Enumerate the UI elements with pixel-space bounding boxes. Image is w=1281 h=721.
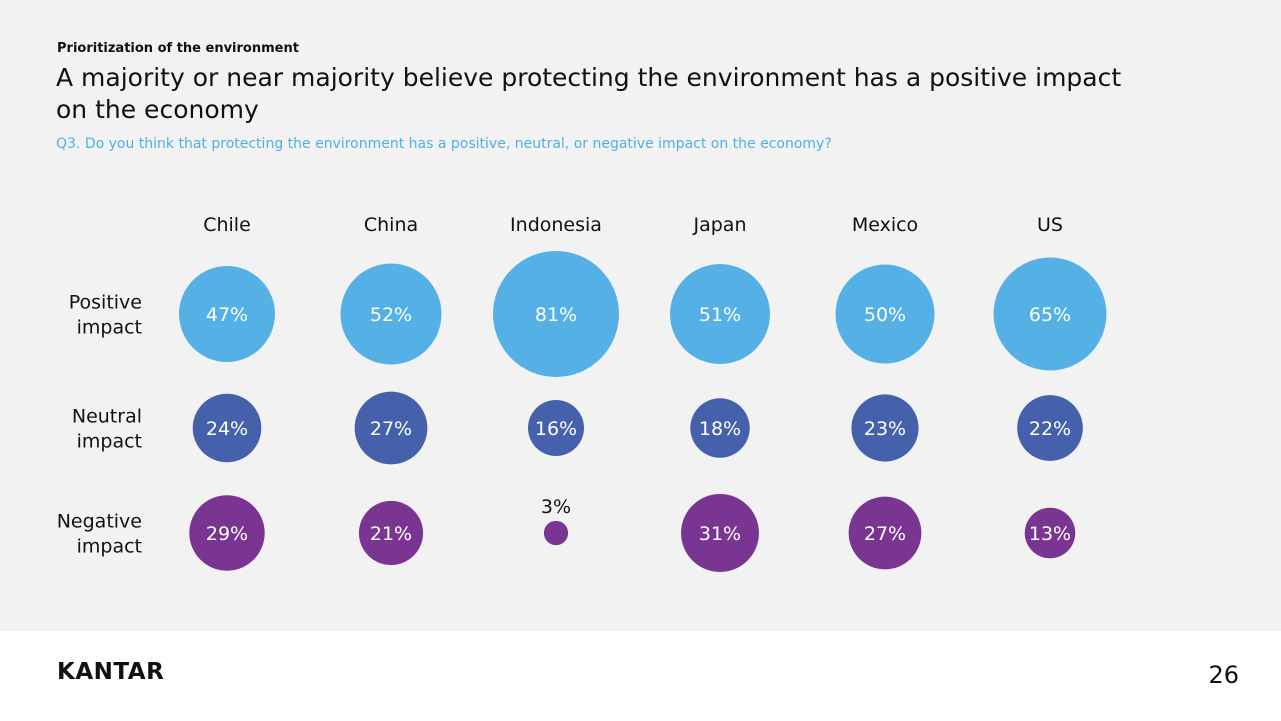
data-label-positive-impact-us: 65% (1029, 304, 1071, 326)
data-label-neutral-impact-japan: 18% (699, 418, 741, 440)
question-text: Q3. Do you think that protecting the env… (56, 136, 832, 152)
bubble-positive-impact-china (340, 263, 442, 365)
bubble-negative-impact-japan (681, 494, 759, 572)
bubble-positive-impact-indonesia (493, 251, 619, 377)
data-label-neutral-impact-china: 27% (370, 418, 412, 440)
data-label-negative-impact-japan: 31% (699, 523, 741, 545)
page-number: 26 (1208, 661, 1239, 689)
bubble-negative-impact-chile (189, 495, 265, 571)
bubble-positive-impact-us (993, 257, 1107, 371)
column-header-japan: Japan (693, 214, 747, 236)
footer: KANTAR 26 (0, 631, 1281, 721)
page-title: A majority or near majority believe prot… (56, 63, 1122, 124)
section-label: Prioritization of the environment (57, 41, 299, 56)
data-label-neutral-impact-us: 22% (1029, 418, 1071, 440)
bubble-neutral-impact-us (1017, 395, 1083, 461)
row-label-neutral-impact: Neutral impact (72, 406, 142, 453)
column-header-china: China (364, 214, 418, 236)
data-label-negative-impact-indonesia: 3% (541, 496, 571, 518)
data-label-negative-impact-china: 21% (370, 523, 412, 545)
bubble-negative-impact-china (358, 500, 424, 566)
bubble-chart: Chile China Indonesia Japan Mexico US Positive… (57, 214, 1107, 572)
bubble-positive-impact-mexico (835, 264, 935, 364)
kantar-logo: KANTAR (57, 659, 165, 685)
data-label-positive-impact-indonesia: 81% (535, 304, 577, 326)
data-label-neutral-impact-chile: 24% (206, 418, 248, 440)
data-label-positive-impact-chile: 47% (206, 304, 248, 326)
data-label-positive-impact-china: 52% (370, 304, 412, 326)
bubble-neutral-impact-indonesia (528, 400, 584, 456)
column-header-mexico: Mexico (852, 214, 918, 236)
bubble-neutral-impact-mexico (851, 394, 919, 462)
data-label-negative-impact-us: 13% (1029, 523, 1071, 545)
data-label-positive-impact-japan: 51% (699, 304, 741, 326)
bubble-negative-impact-us (1024, 507, 1076, 559)
bubble-negative-impact-mexico (848, 496, 922, 570)
bubble-neutral-impact-japan (690, 398, 750, 458)
bubble-neutral-impact-chile (192, 393, 262, 463)
bubble-neutral-impact-china (354, 391, 428, 465)
bubble-positive-impact-chile (179, 266, 275, 362)
row-label-positive-impact: Positive impact (69, 292, 142, 339)
column-header-indonesia: Indonesia (510, 214, 602, 236)
data-label-positive-impact-mexico: 50% (864, 304, 906, 326)
row-label-negative-impact: Negative impact (57, 511, 142, 558)
bubble-positive-impact-japan (670, 264, 770, 364)
data-label-negative-impact-chile: 29% (206, 523, 248, 545)
data-label-negative-impact-mexico: 27% (864, 523, 906, 545)
data-label-neutral-impact-mexico: 23% (864, 418, 906, 440)
column-header-chile: Chile (203, 214, 251, 236)
data-label-neutral-impact-indonesia: 16% (535, 418, 577, 440)
column-header-us: US (1037, 214, 1063, 236)
bubble-negative-impact-indonesia (543, 520, 569, 546)
